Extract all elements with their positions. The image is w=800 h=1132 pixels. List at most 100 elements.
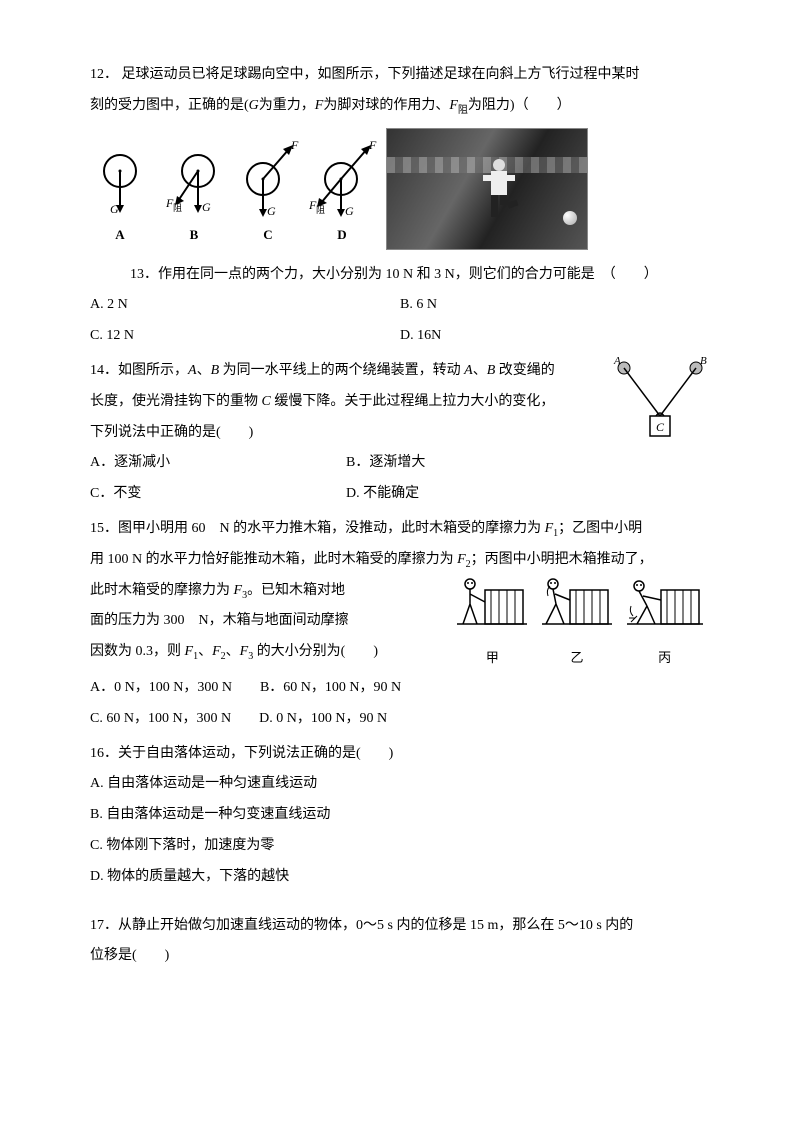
q14-opt-a: A．逐渐减小 (90, 448, 346, 479)
question-17: 17．从静止开始做匀加速直线运动的物体，0～5 s 内的位移是 15 m，那么在… (90, 911, 710, 973)
q12-label-b: B (190, 221, 199, 250)
svg-text:G: G (202, 200, 211, 214)
svg-text:阻: 阻 (316, 205, 325, 215)
q12-diagram-a: G A (90, 147, 150, 250)
q12-end: 为阻力)（ ） (468, 98, 571, 113)
q13-opt-c: C. 12 N (90, 321, 400, 352)
q16-stem-wrap: 16．关于自由落体运动，下列说法正确的是( ) (90, 739, 710, 770)
q15-opt-b: B．60 N，100 N，90 N (260, 673, 401, 704)
q14-opt-d: D. 不能确定 (346, 479, 602, 510)
q15-f1b: F (185, 644, 194, 659)
q12-mid2: 为脚对球的作用力、 (323, 98, 449, 113)
q14-opts-row2: C．不变 D. 不能确定 (90, 479, 602, 510)
svg-text:A: A (613, 356, 621, 367)
q15-num: 15． (90, 521, 118, 536)
q14-l1c: 为同一水平线上的两个绕绳装置，转动 (219, 363, 464, 378)
q15-left1a: 此时木箱受的摩擦力为 (90, 583, 234, 598)
q14-l2a: 长度，使光滑挂钩下的重物 (90, 394, 262, 409)
q13-num: 13． (130, 267, 158, 282)
q16-num: 16． (90, 746, 118, 761)
q14-l1b: 、 (197, 363, 211, 378)
q16-opt-b: B. 自由落体运动是一种匀变速直线运动 (90, 800, 710, 831)
q13-stem-wrap: 13．作用在同一点的两个力，大小分别为 10 N 和 3 N，则它们的合力可能是… (90, 260, 710, 291)
q15-opts-row2: C. 60 N，100 N，300 N D. 0 N，100 N，90 N (90, 704, 710, 735)
q15-lab-jia: 甲 (457, 644, 527, 673)
q12-fz-sub: 阻 (458, 105, 468, 116)
svg-text:C: C (656, 420, 665, 434)
q16-stem: 关于自由落体运动，下列说法正确的是( ) (118, 746, 393, 761)
q14-opts-row1: A．逐渐减小 B．逐渐增大 (90, 448, 602, 479)
q14-l1e: 改变绳的 (495, 363, 555, 378)
q14-num: 14． (90, 363, 118, 378)
q15-f1: F (545, 521, 554, 536)
q15-lab-yi: 乙 (542, 644, 612, 673)
q13-opts-row1: A. 2 N B. 6 N (90, 290, 710, 321)
q14-l1a: 如图所示， (118, 363, 188, 378)
q13-opts-row2: C. 12 N D. 16N (90, 321, 710, 352)
q15-left3: 因数为 0.3，则 F1、F2、F3 的大小分别为( ) (90, 637, 450, 668)
svg-text:G: G (110, 202, 119, 216)
q12-diagram-d: G F F 阻 D (312, 139, 372, 250)
q15-l2: 用 100 N 的水平力恰好能推动木箱，此时木箱受的摩擦力为 F2；丙图中小明把… (90, 545, 710, 576)
q12-diagrams: G A G F 阻 B (90, 128, 710, 250)
q16-opt-a: A. 自由落体运动是一种匀速直线运动 (90, 769, 710, 800)
q14-line2: 长度，使光滑挂钩下的重物 C 缓慢下降。关于此过程绳上拉力大小的变化， (90, 387, 602, 418)
q17-stem-wrap: 17．从静止开始做匀加速直线运动的物体，0～5 s 内的位移是 15 m，那么在… (90, 911, 710, 942)
q13-opt-d: D. 16N (400, 321, 710, 352)
q15-f2: F (457, 552, 466, 567)
q15-fig-jia: 甲 (457, 576, 527, 673)
q15-l1a: 图甲小明用 60 N 的水平力推木箱，没推动，此时木箱受的摩擦力为 (118, 521, 545, 536)
q15-l1b: ；乙图中小明 (558, 521, 642, 536)
q13-stem: 作用在同一点的两个力，大小分别为 10 N 和 3 N，则它们的合力可能是 （ … (158, 267, 658, 282)
svg-text:B: B (700, 356, 707, 367)
svg-text:F: F (368, 139, 377, 152)
q16-opt-c: C. 物体刚下落时，加速度为零 (90, 831, 710, 862)
q17-stem: 从静止开始做匀加速直线运动的物体，0～5 s 内的位移是 15 m，那么在 5～… (118, 918, 633, 933)
q14-b2: B (487, 363, 496, 378)
q12-stem-a: 足球运动员已将足球踢向空中，如图所示，下列描述足球在向斜上方飞行过程中某时 (122, 67, 640, 82)
q15-l1: 15．图甲小明用 60 N 的水平力推木箱，没推动，此时木箱受的摩擦力为 F1；… (90, 514, 710, 545)
q13-opt-b: B. 6 N (400, 290, 710, 321)
q12-label-c: C (263, 221, 272, 250)
q15-left3c: 、 (226, 644, 240, 659)
q16-opt-d: D. 物体的质量越大，下落的越快 (90, 862, 710, 893)
q12-photo (386, 128, 588, 250)
q17-stem2: 位移是( ) (90, 941, 710, 972)
q12-num: 12． (90, 67, 118, 82)
q12-fzvar: F (449, 98, 458, 113)
q14-l2b: 缓慢下降。关于此过程绳上拉力大小的变化， (271, 394, 555, 409)
svg-text:F: F (290, 139, 299, 152)
q12-diagram-c: G F C (238, 139, 298, 250)
q14-l1d: 、 (473, 363, 487, 378)
q15-l2b: ；丙图中小明把木箱推动了， (471, 552, 653, 567)
svg-text:G: G (267, 204, 276, 218)
q12-mid1: 为重力， (259, 98, 315, 113)
q12-stem-line2: 刻的受力图中，正确的是(G为重力，F为脚对球的作用力、F阻为阻力)（ ） (90, 91, 710, 122)
q15-opt-a: A．0 N，100 N，300 N (90, 673, 232, 704)
q15-left3a: 因数为 0.3，则 (90, 644, 185, 659)
q15-left3d: 的大小分别为( ) (253, 644, 378, 659)
q15-left1b: 。已知木箱对地 (247, 583, 345, 598)
q15-opts-row1: A．0 N，100 N，300 N B．60 N，100 N，90 N (90, 673, 710, 704)
q15-f2b: F (212, 644, 221, 659)
q15-fig-yi: 乙 (542, 576, 612, 673)
q15-fig-bing: 丙 (627, 576, 703, 673)
q14-c: C (262, 394, 271, 409)
q15-l2a: 用 100 N 的水平力恰好能推动木箱，此时木箱受的摩擦力为 (90, 552, 457, 567)
q14-b: B (211, 363, 220, 378)
q12-stem-b: 刻的受力图中，正确的是( (90, 98, 249, 113)
question-13: 13．作用在同一点的两个力，大小分别为 10 N 和 3 N，则它们的合力可能是… (90, 260, 710, 352)
q12-label-a: A (115, 221, 124, 250)
q14-figure: A B C (610, 356, 710, 446)
question-12: 12． 足球运动员已将足球踢向空中，如图所示，下列描述足球在向斜上方飞行过程中某… (90, 60, 710, 250)
q15-f3: F (234, 583, 243, 598)
q15-left2: 面的压力为 300 N，木箱与地面间动摩擦 (90, 606, 450, 637)
q15-left1: 此时木箱受的摩擦力为 F3。已知木箱对地 (90, 576, 450, 607)
question-14: 14．如图所示，A、B 为同一水平线上的两个绕绳装置，转动 A、B 改变绳的 长… (90, 356, 710, 510)
page: 12． 足球运动员已将足球踢向空中，如图所示，下列描述足球在向斜上方飞行过程中某… (0, 0, 800, 1132)
question-16: 16．关于自由落体运动，下列说法正确的是( ) A. 自由落体运动是一种匀速直线… (90, 739, 710, 893)
q12-diagram-b: G F 阻 B (164, 147, 224, 250)
q12-stem: 12． 足球运动员已将足球踢向空中，如图所示，下列描述足球在向斜上方飞行过程中某… (90, 60, 710, 91)
q14-line3: 下列说法中正确的是( ) (90, 418, 602, 449)
q15-figure: 甲 (450, 576, 710, 673)
